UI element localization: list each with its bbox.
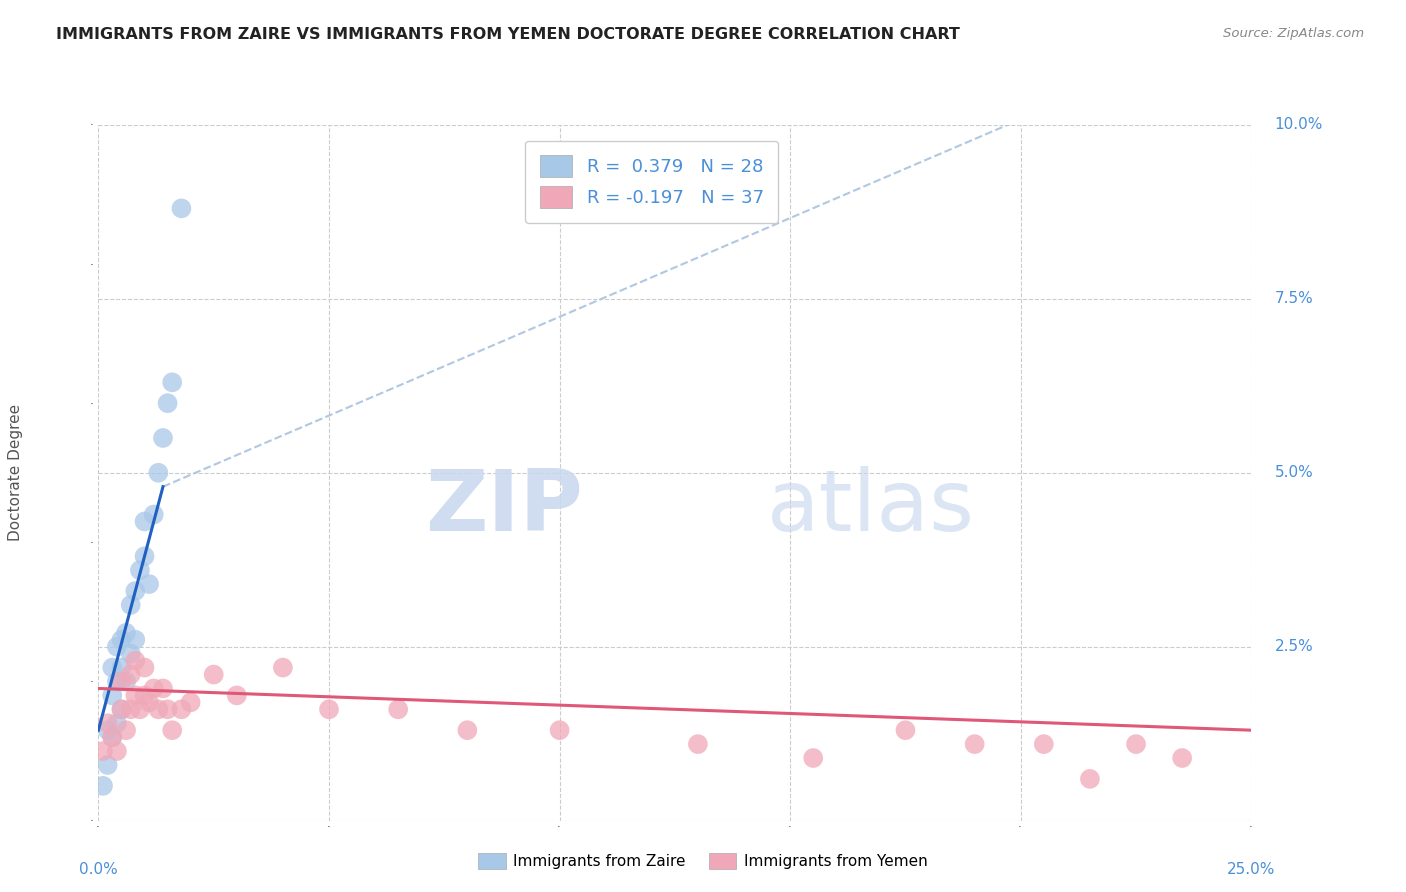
- Point: [1032, 737, 1054, 751]
- Point: [170, 202, 193, 216]
- Point: [160, 723, 183, 738]
- Point: [963, 737, 986, 751]
- Point: [101, 660, 124, 674]
- Point: [110, 674, 132, 689]
- Point: [1125, 737, 1147, 751]
- Point: [110, 632, 132, 647]
- Point: [1171, 751, 1194, 765]
- Point: [115, 625, 138, 640]
- Point: [318, 702, 340, 716]
- Point: [120, 667, 142, 681]
- Point: [152, 431, 174, 445]
- Point: [686, 737, 709, 751]
- Text: Doctorate Degree: Doctorate Degree: [8, 404, 22, 541]
- Point: [225, 689, 247, 703]
- Point: [271, 660, 294, 674]
- Point: [156, 702, 179, 716]
- Text: 5.0%: 5.0%: [1274, 466, 1313, 480]
- Point: [91, 744, 114, 758]
- Point: [894, 723, 917, 738]
- Point: [101, 689, 124, 703]
- Text: 2.5%: 2.5%: [1274, 640, 1313, 654]
- Point: [120, 702, 142, 716]
- Point: [115, 674, 138, 689]
- Point: [120, 598, 142, 612]
- Point: [148, 466, 170, 480]
- Point: [138, 577, 160, 591]
- Point: [138, 695, 160, 709]
- Legend: Immigrants from Zaire, Immigrants from Yemen: Immigrants from Zaire, Immigrants from Y…: [472, 847, 934, 875]
- Point: [202, 667, 225, 681]
- Point: [148, 702, 170, 716]
- Text: Source: ZipAtlas.com: Source: ZipAtlas.com: [1223, 27, 1364, 40]
- Point: [124, 654, 146, 668]
- Point: [387, 702, 409, 716]
- Point: [124, 584, 146, 599]
- Point: [180, 695, 202, 709]
- Point: [120, 647, 142, 661]
- Legend: R =  0.379   N = 28, R = -0.197   N = 37: R = 0.379 N = 28, R = -0.197 N = 37: [526, 141, 779, 223]
- Point: [134, 549, 156, 564]
- Point: [105, 674, 128, 689]
- Point: [101, 730, 124, 744]
- Point: [548, 723, 571, 738]
- Text: atlas: atlas: [768, 466, 976, 549]
- Text: 25.0%: 25.0%: [1227, 863, 1275, 878]
- Point: [134, 660, 156, 674]
- Text: IMMIGRANTS FROM ZAIRE VS IMMIGRANTS FROM YEMEN DOCTORATE DEGREE CORRELATION CHAR: IMMIGRANTS FROM ZAIRE VS IMMIGRANTS FROM…: [56, 27, 960, 42]
- Point: [801, 751, 824, 765]
- Point: [170, 702, 193, 716]
- Point: [110, 702, 132, 716]
- Point: [160, 376, 183, 390]
- Point: [142, 681, 165, 696]
- Point: [91, 779, 114, 793]
- Point: [101, 730, 124, 744]
- Point: [134, 689, 156, 703]
- Point: [129, 702, 152, 716]
- Point: [115, 723, 138, 738]
- Point: [142, 508, 165, 522]
- Point: [134, 515, 156, 529]
- Text: 0.0%: 0.0%: [79, 863, 118, 878]
- Point: [110, 702, 132, 716]
- Point: [97, 716, 120, 731]
- Point: [105, 716, 128, 731]
- Point: [124, 689, 146, 703]
- Text: 7.5%: 7.5%: [1274, 292, 1313, 306]
- Point: [156, 396, 179, 410]
- Point: [110, 660, 132, 674]
- Point: [105, 640, 128, 654]
- Point: [456, 723, 478, 738]
- Text: 10.0%: 10.0%: [1274, 118, 1323, 132]
- Point: [1078, 772, 1101, 786]
- Point: [105, 744, 128, 758]
- Point: [97, 758, 120, 772]
- Point: [152, 681, 174, 696]
- Point: [129, 563, 152, 577]
- Point: [124, 632, 146, 647]
- Point: [97, 723, 120, 738]
- Text: ZIP: ZIP: [425, 466, 582, 549]
